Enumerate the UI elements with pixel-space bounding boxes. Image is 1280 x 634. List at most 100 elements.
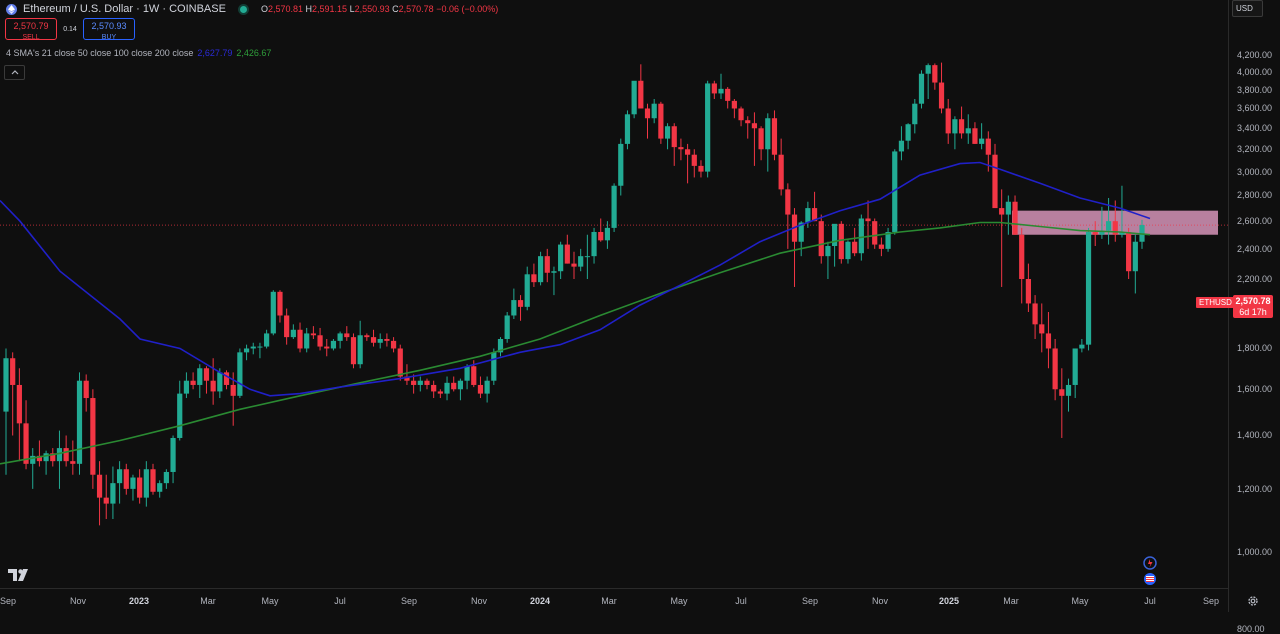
price-chart[interactable] (0, 0, 1228, 588)
candle-body (243, 348, 250, 353)
candle-body (517, 300, 524, 307)
candle-body (130, 477, 136, 489)
candle-body (584, 256, 590, 258)
candle-body (451, 382, 457, 390)
candle-body (945, 108, 951, 134)
currency-selector[interactable]: USD (1232, 0, 1263, 17)
candle-body (284, 315, 290, 338)
symbol-legend[interactable]: Ethereum / U.S. Dollar · 1W · COINBASE O… (6, 2, 498, 16)
live-status-icon (239, 5, 247, 13)
candle-body (1072, 348, 1078, 385)
candle-body (437, 391, 443, 394)
flag-icon[interactable] (1142, 572, 1158, 591)
candle-body (1092, 231, 1098, 235)
candle-body (477, 384, 484, 394)
candle-body (999, 208, 1005, 215)
candle-body (137, 477, 143, 498)
time-tick-label: 2023 (128, 596, 150, 606)
candle-body (858, 218, 864, 254)
candle-body (143, 469, 149, 498)
candle-body (43, 453, 49, 462)
candle-body (578, 256, 584, 267)
candle-body (644, 108, 651, 119)
candle-body (484, 380, 490, 394)
candle-body (1079, 344, 1085, 349)
candle-body (350, 337, 357, 365)
candle-body (270, 291, 276, 334)
alert-icon[interactable] (1142, 556, 1158, 575)
candle-body (658, 103, 664, 139)
candle-body (96, 474, 103, 498)
candle-body (785, 189, 791, 215)
candle-body (731, 100, 737, 109)
candle-body (624, 114, 631, 144)
time-tick-label: May (1071, 596, 1089, 606)
candle-body (431, 384, 437, 392)
collapse-legend-button[interactable] (4, 65, 25, 80)
candle-body (664, 126, 671, 139)
candle-body (190, 380, 196, 385)
candle-body (70, 461, 76, 464)
time-tick-label: Jul (334, 596, 346, 606)
candle-body (123, 469, 129, 489)
candle-body (417, 380, 423, 385)
sma-legend[interactable]: 4 SMA's 21 close 50 close 100 close 200 … (6, 48, 271, 58)
candle-body (230, 384, 236, 396)
price-tick-label: 2,200.00 (1237, 273, 1273, 284)
candle-body (330, 340, 337, 349)
candle-body (671, 126, 677, 148)
candle-body (117, 469, 123, 484)
candle-body (3, 358, 9, 412)
candle-body (745, 120, 751, 124)
candle-body (925, 65, 931, 74)
time-axis[interactable]: Sep Nov 2023 Mar May Jul Sep Nov 2024 Mar May Jul Se… (0, 588, 1228, 613)
candle-body (76, 380, 83, 464)
candle-body (203, 368, 210, 381)
symbol-title[interactable]: Ethereum / U.S. Dollar · 1W · COINBASE (23, 3, 226, 15)
candle-body (170, 437, 176, 472)
sma-value-green: 2,426.67 (236, 48, 272, 58)
candle-body (504, 315, 510, 339)
candle-body (56, 448, 63, 462)
candle-body (1052, 348, 1058, 390)
candle-body (1132, 241, 1138, 272)
price-tick-label: 1,600.00 (1237, 384, 1273, 395)
candle-body (805, 208, 811, 223)
candle-body (631, 80, 637, 115)
candle-body (197, 368, 203, 385)
candle-body (952, 119, 958, 134)
candle-body (1025, 278, 1031, 304)
candle-body (317, 335, 323, 347)
candle-body (604, 227, 611, 241)
candle-body (691, 154, 697, 166)
price-tick-label: 1,800.00 (1237, 343, 1273, 354)
time-tick-label: Sep (801, 596, 819, 606)
candle-body (250, 346, 256, 349)
candle-body (885, 231, 891, 249)
candle-body (103, 497, 109, 504)
candle-body (370, 337, 377, 343)
time-tick-label: May (670, 596, 688, 606)
settings-icon[interactable] (1247, 594, 1259, 612)
chart-area[interactable] (0, 0, 1228, 588)
sma-value-blue: 2,627.79 (197, 48, 233, 58)
candle-body (264, 333, 270, 347)
candle-body (404, 376, 410, 381)
candle-body (110, 483, 116, 504)
price-tick-label: 800.00 (1237, 624, 1265, 634)
sma-label: 4 SMA's 21 close 50 close 100 close 200 … (6, 48, 194, 58)
time-tick-label: Sep (400, 596, 418, 606)
tradingview-logo-icon[interactable] (8, 568, 30, 586)
sell-button[interactable]: 2,570.79 SELL (5, 18, 57, 41)
candle-body (384, 338, 390, 341)
time-tick-label: Jul (735, 596, 747, 606)
candle-body (765, 118, 771, 150)
price-tick-label: 3,600.00 (1237, 103, 1273, 114)
candle-body (83, 380, 89, 399)
candle-body (1032, 303, 1038, 325)
candle-body (223, 372, 230, 385)
candle-body (711, 83, 717, 94)
candle-body (979, 138, 985, 144)
price-tick-label: 2,800.00 (1237, 190, 1273, 201)
buy-button[interactable]: 2,570.93 BUY (83, 18, 135, 41)
